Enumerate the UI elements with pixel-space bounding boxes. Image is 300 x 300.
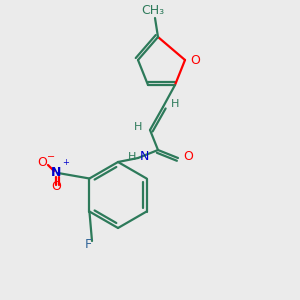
- Text: N: N: [51, 167, 61, 179]
- Text: O: O: [183, 151, 193, 164]
- Text: +: +: [62, 158, 69, 167]
- Text: O: O: [51, 181, 61, 194]
- Text: O: O: [190, 53, 200, 67]
- Text: H: H: [128, 152, 136, 162]
- Text: H: H: [171, 99, 179, 109]
- Text: N: N: [140, 151, 149, 164]
- Text: O: O: [37, 157, 47, 169]
- Text: H: H: [134, 122, 142, 132]
- Text: −: −: [47, 152, 55, 162]
- Text: CH₃: CH₃: [141, 4, 165, 17]
- Text: F: F: [84, 238, 92, 251]
